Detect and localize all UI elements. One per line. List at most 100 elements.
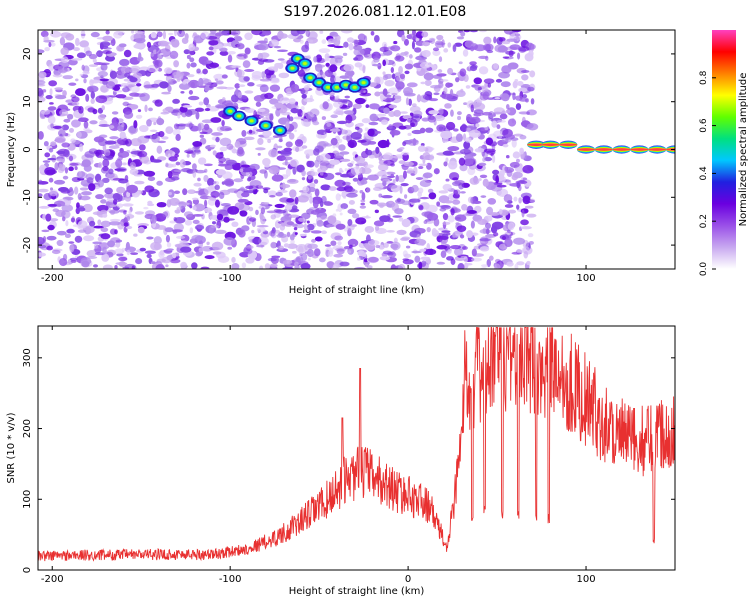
- noise-blob: [507, 222, 515, 231]
- noise-blob: [90, 31, 100, 38]
- noise-blob: [94, 252, 105, 256]
- noise-blob: [382, 250, 393, 255]
- noise-blob: [347, 139, 358, 148]
- noise-blob: [305, 30, 311, 38]
- noise-blob: [507, 209, 517, 214]
- noise-blob: [436, 261, 446, 265]
- noise-blob: [175, 235, 186, 239]
- signal-point: [290, 66, 295, 70]
- signal-point: [302, 61, 307, 65]
- noise-blob: [191, 152, 196, 158]
- noise-blob: [293, 226, 298, 231]
- noise-blob: [363, 258, 368, 263]
- noise-blob: [367, 239, 380, 246]
- noise-blob: [277, 62, 284, 70]
- noise-blob: [334, 235, 344, 241]
- noise-blob: [316, 86, 323, 91]
- noise-blob: [518, 197, 522, 204]
- noise-blob: [429, 38, 435, 44]
- noise-blob: [438, 107, 444, 116]
- noise-blob: [62, 149, 70, 158]
- noise-blob: [516, 204, 520, 210]
- noise-blob: [242, 60, 251, 68]
- noise-blob: [420, 81, 426, 85]
- noise-blob: [139, 247, 147, 252]
- noise-blob: [388, 184, 398, 189]
- noise-blob: [348, 42, 354, 51]
- noise-blob: [392, 155, 404, 159]
- noise-blob: [123, 222, 129, 227]
- noise-blob: [120, 83, 129, 87]
- noise-blob: [161, 91, 171, 95]
- noise-blob: [249, 180, 262, 188]
- noise-blob: [38, 49, 45, 54]
- noise-blob: [294, 223, 305, 229]
- noise-blob: [176, 70, 181, 79]
- noise-blob: [38, 96, 46, 103]
- noise-blob: [332, 145, 336, 149]
- snr-panel: -200 -100 0 100 0 100 200 300 Height of straight…: [6, 325, 676, 597]
- noise-blob: [366, 149, 373, 156]
- noise-blob: [82, 203, 93, 213]
- noise-blob: [306, 248, 314, 258]
- noise-blob: [113, 198, 118, 205]
- noise-blob: [70, 217, 76, 223]
- noise-blob: [295, 243, 308, 253]
- noise-blob: [394, 208, 404, 215]
- noise-blob: [470, 46, 475, 52]
- noise-blob: [357, 139, 367, 143]
- noise-blob: [280, 149, 292, 157]
- noise-blob: [487, 97, 495, 100]
- noise-blob: [59, 36, 66, 46]
- noise-blob: [389, 129, 401, 136]
- noise-blob: [288, 116, 294, 122]
- noise-blob: [114, 265, 118, 269]
- noise-blob: [426, 227, 431, 233]
- noise-blob: [192, 141, 203, 147]
- noise-blob: [109, 136, 119, 140]
- noise-blob: [288, 214, 300, 218]
- noise-blob: [491, 120, 498, 128]
- noise-blob: [173, 169, 184, 172]
- noise-blob: [373, 130, 382, 134]
- noise-blob: [369, 199, 379, 205]
- noise-blob: [480, 195, 487, 198]
- noise-blob: [505, 103, 510, 110]
- noise-blob: [72, 224, 84, 228]
- noise-blob: [479, 93, 489, 101]
- noise-blob: [409, 105, 421, 113]
- noise-blob: [478, 178, 482, 181]
- noise-blob: [74, 186, 79, 195]
- noise-blob: [102, 158, 110, 168]
- noise-blob: [519, 147, 524, 155]
- noise-blob: [47, 203, 58, 207]
- noise-blob: [392, 215, 403, 218]
- signal-point: [277, 128, 282, 132]
- noise-blob: [403, 51, 409, 55]
- noise-blob: [350, 224, 357, 228]
- noise-blob: [82, 70, 90, 75]
- noise-blob: [227, 246, 233, 250]
- noise-blob: [400, 111, 408, 114]
- noise-blob: [256, 244, 265, 248]
- colorbar-gradient: [712, 30, 736, 269]
- noise-blob: [217, 66, 222, 70]
- noise-blob: [482, 227, 487, 234]
- noise-blob: [436, 34, 444, 41]
- noise-blob: [195, 107, 205, 112]
- noise-blob: [208, 46, 214, 51]
- noise-blob: [329, 159, 340, 165]
- noise-blob: [481, 264, 489, 268]
- noise-blob: [374, 91, 381, 97]
- noise-blob: [166, 248, 174, 251]
- noise-blob: [367, 128, 375, 137]
- noise-blob: [507, 229, 511, 233]
- noise-blob: [358, 183, 361, 187]
- noise-blob: [330, 165, 335, 169]
- noise-blob: [68, 166, 74, 172]
- noise-blob: [453, 248, 464, 256]
- noise-blob: [116, 186, 126, 194]
- noise-blob: [447, 249, 452, 254]
- noise-blob: [165, 264, 169, 268]
- noise-blob: [81, 159, 92, 168]
